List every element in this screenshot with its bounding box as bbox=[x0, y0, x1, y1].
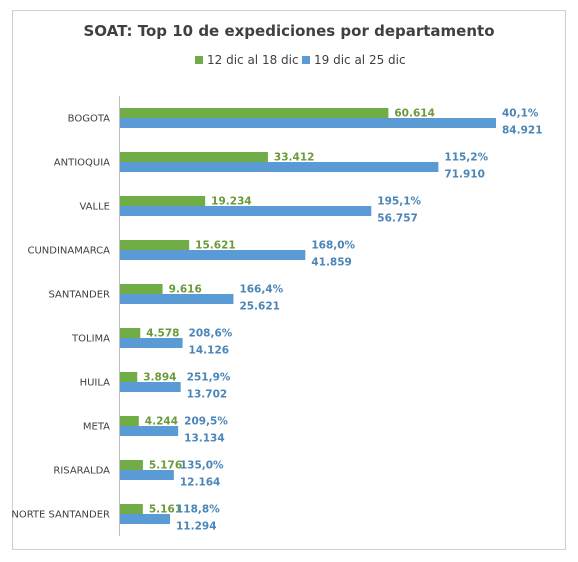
data-label-series-1: 5.176 bbox=[149, 460, 182, 472]
data-label-series-2: 13.702 bbox=[187, 389, 228, 401]
bar-series-2 bbox=[120, 250, 306, 260]
bar-series-1 bbox=[120, 504, 143, 514]
bar-series-2 bbox=[120, 338, 183, 348]
data-label-series-1: 19.234 bbox=[211, 196, 252, 208]
data-label-series-2: 71.910 bbox=[444, 169, 485, 181]
data-label-series-1: 9.616 bbox=[169, 284, 202, 296]
bar-series-2 bbox=[120, 470, 174, 480]
change-label-series-2: 168,0% bbox=[311, 240, 355, 252]
bar-series-2 bbox=[120, 118, 496, 128]
data-label-series-2: 25.621 bbox=[239, 301, 280, 313]
legend-swatch-series-2 bbox=[302, 56, 310, 64]
bar-series-2 bbox=[120, 206, 372, 216]
data-label-series-1: 4.578 bbox=[146, 328, 179, 340]
data-label-series-2: 56.757 bbox=[377, 213, 418, 225]
change-label-series-2: 209,5% bbox=[184, 416, 228, 428]
data-label-series-1: 5.161 bbox=[149, 504, 182, 516]
bar-series-1 bbox=[120, 328, 141, 338]
bar-series-2 bbox=[120, 294, 234, 304]
category-label: NORTE SANTANDER bbox=[11, 510, 110, 521]
data-label-series-2: 11.294 bbox=[176, 521, 217, 533]
category-label: META bbox=[83, 422, 110, 433]
category-label: SANTANDER bbox=[49, 290, 111, 301]
bar-series-1 bbox=[120, 240, 190, 250]
change-label-series-2: 40,1% bbox=[502, 108, 539, 120]
bar-series-1 bbox=[120, 108, 389, 118]
category-label: BOGOTA bbox=[68, 114, 111, 125]
category-label: VALLE bbox=[79, 202, 110, 213]
data-label-series-2: 41.859 bbox=[311, 257, 352, 269]
category-label: HUILA bbox=[80, 378, 111, 389]
chart-title: SOAT: Top 10 de expediciones por departa… bbox=[83, 22, 494, 40]
data-label-series-1: 4.244 bbox=[145, 416, 178, 428]
category-label: CUNDINAMARCA bbox=[28, 246, 111, 257]
change-label-series-2: 208,6% bbox=[189, 328, 233, 340]
change-label-series-2: 251,9% bbox=[187, 372, 231, 384]
data-label-series-2: 14.126 bbox=[189, 345, 230, 357]
plot-area: BOGOTA 60.614 40,1% 84.921 ANTIOQUIA 33.412 11… bbox=[11, 108, 542, 533]
bar-series-2 bbox=[120, 382, 181, 392]
bar-series-2 bbox=[120, 426, 179, 436]
legend-label-series-2: 19 dic al 25 dic bbox=[314, 53, 406, 67]
bar-series-1 bbox=[120, 284, 163, 294]
change-label-series-2: 115,2% bbox=[444, 152, 488, 164]
legend: 12 dic al 18 dic 19 dic al 25 dic bbox=[195, 53, 406, 67]
bar-series-1 bbox=[120, 372, 138, 382]
change-label-series-2: 195,1% bbox=[377, 196, 421, 208]
data-label-series-1: 60.614 bbox=[394, 108, 435, 120]
bar-series-1 bbox=[120, 416, 139, 426]
data-label-series-1: 3.894 bbox=[143, 372, 176, 384]
chart-frame bbox=[12, 10, 566, 550]
bar-series-1 bbox=[120, 152, 268, 162]
bar-series-1 bbox=[120, 460, 143, 470]
change-label-series-2: 135,0% bbox=[180, 460, 224, 472]
category-label: ANTIOQUIA bbox=[54, 158, 110, 169]
bar-series-2 bbox=[120, 514, 171, 524]
change-label-series-2: 118,8% bbox=[176, 504, 220, 516]
legend-label-series-1: 12 dic al 18 dic bbox=[207, 53, 299, 67]
bar-series-2 bbox=[120, 162, 439, 172]
change-label-series-2: 166,4% bbox=[239, 284, 283, 296]
bar-series-1 bbox=[120, 196, 206, 206]
legend-swatch-series-1 bbox=[195, 56, 203, 64]
data-label-series-2: 84.921 bbox=[502, 125, 543, 137]
data-label-series-1: 15.621 bbox=[195, 240, 236, 252]
data-label-series-1: 33.412 bbox=[274, 152, 315, 164]
category-label: RISARALDA bbox=[53, 466, 110, 477]
category-label: TOLIMA bbox=[71, 334, 110, 345]
data-label-series-2: 12.164 bbox=[180, 477, 221, 489]
data-label-series-2: 13.134 bbox=[184, 433, 225, 445]
